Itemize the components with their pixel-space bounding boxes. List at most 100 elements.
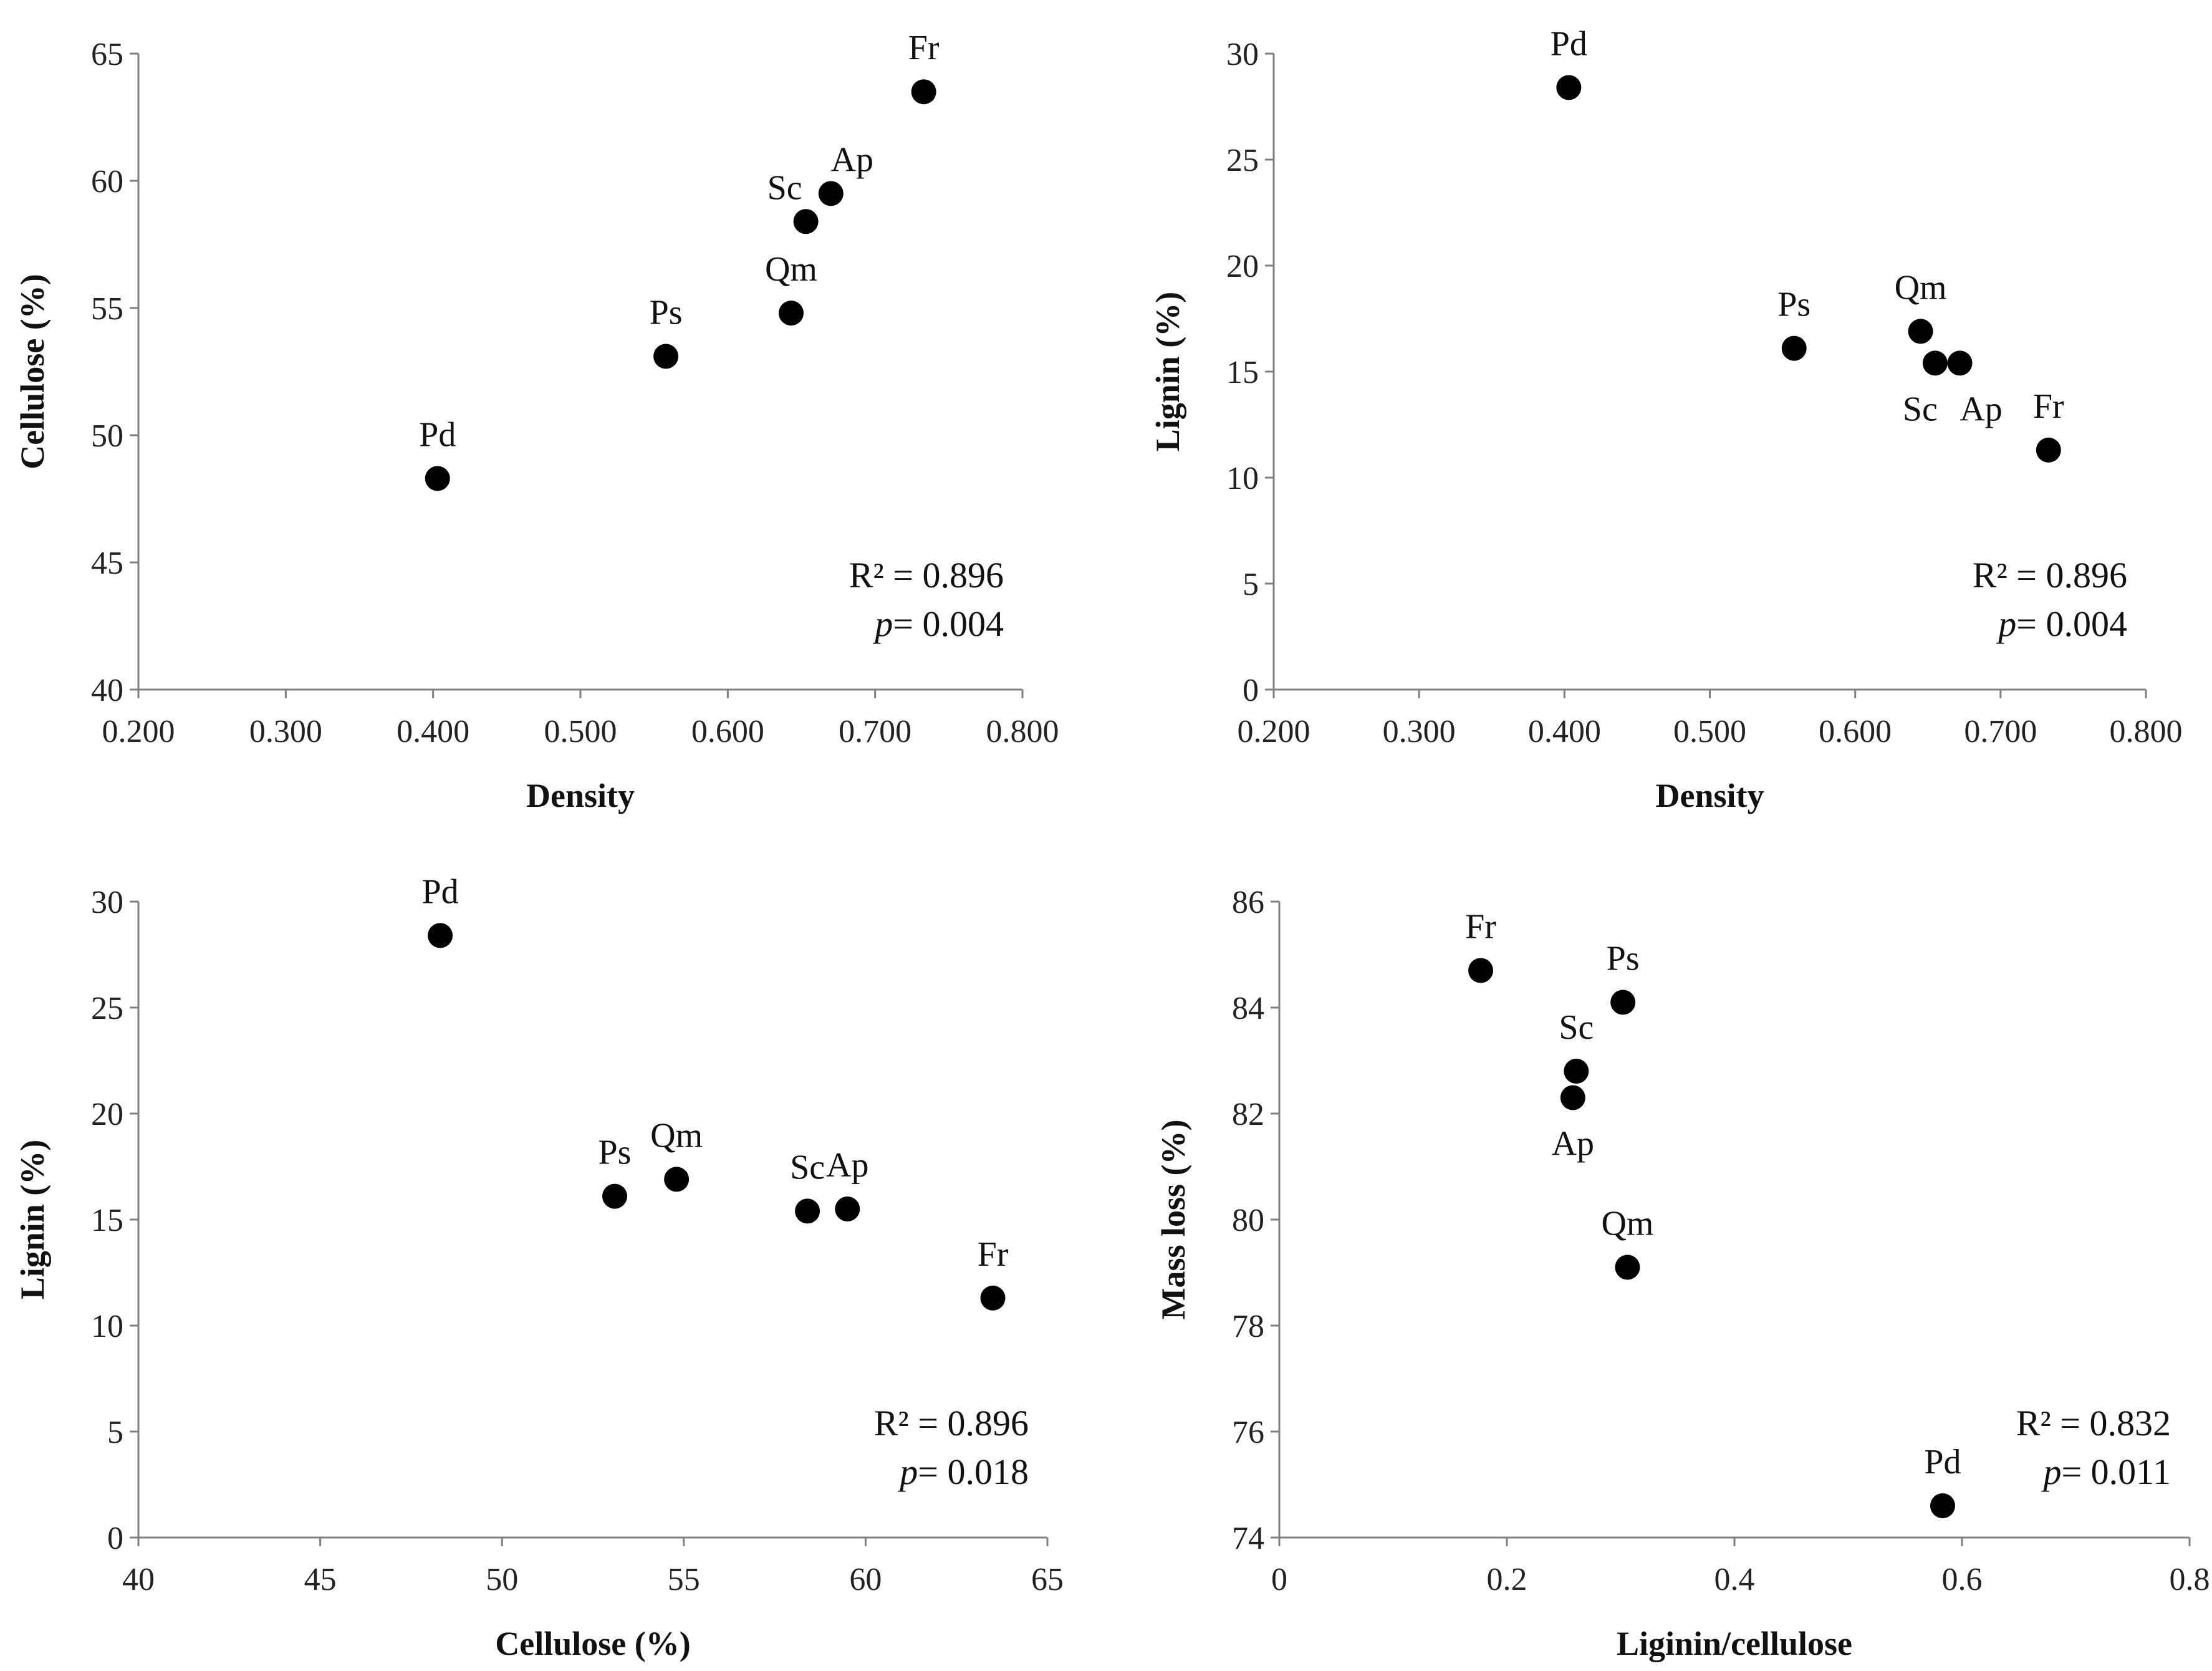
y-tick-label: 30 [1226, 37, 1259, 72]
point-label-ap: Ap [831, 140, 873, 179]
y-tick-label: 30 [91, 885, 123, 920]
x-tick-label: 0.600 [1819, 714, 1892, 749]
x-axis-title: Density [526, 777, 635, 814]
x-tick-label: 65 [1031, 1562, 1064, 1597]
y-tick-label: 60 [91, 164, 123, 200]
r-squared-label: R² = 0.896 [849, 555, 1004, 595]
y-axis-title: Lignin (%) [14, 1140, 51, 1300]
x-tick-label: 0.500 [1673, 714, 1746, 749]
point-label-pd: Pd [421, 872, 458, 911]
point-label-ps: Ps [599, 1134, 632, 1172]
data-point-ap [1560, 1085, 1585, 1110]
data-point-qm [1908, 319, 1933, 344]
y-tick-label: 55 [91, 291, 123, 327]
x-tick-label: 55 [668, 1562, 700, 1597]
data-point-fr [2036, 437, 2061, 463]
x-axis-title: Cellulose (%) [495, 1625, 690, 1662]
x-tick-label: 0.200 [102, 714, 175, 749]
y-tick-label: 5 [1243, 567, 1259, 602]
x-tick-label: 0.700 [1964, 714, 2037, 749]
x-tick-label: 0.200 [1238, 714, 1310, 749]
point-label-ap: Ap [1552, 1125, 1594, 1163]
point-label-pd: Pd [1551, 24, 1587, 63]
data-point-ap [835, 1197, 860, 1221]
point-label-sc: Sc [790, 1148, 825, 1187]
y-tick-label: 84 [1232, 991, 1264, 1026]
data-point-pd [1930, 1493, 1955, 1518]
point-label-ps: Ps [1607, 940, 1640, 978]
point-label-fr: Fr [978, 1235, 1009, 1274]
x-tick-label: 0.300 [1383, 714, 1456, 749]
y-tick-label: 0 [107, 1521, 123, 1556]
data-point-sc [1922, 350, 1948, 376]
point-label-sc: Sc [1559, 1008, 1594, 1047]
x-tick-label: 0.300 [249, 714, 322, 749]
data-point-ps [602, 1183, 627, 1209]
data-point-ap [1947, 350, 1973, 376]
y-tick-label: 40 [91, 673, 123, 708]
y-tick-label: 80 [1232, 1203, 1264, 1238]
r-squared-label: R² = 0.896 [874, 1403, 1029, 1443]
data-point-ap [818, 181, 844, 206]
data-point-pd [428, 923, 453, 948]
x-tick-label: 60 [849, 1562, 882, 1597]
x-tick-label: 0.400 [1528, 714, 1601, 749]
data-point-fr [1468, 958, 1494, 983]
x-tick-label: 0.800 [986, 714, 1059, 749]
y-tick-label: 45 [91, 546, 123, 581]
point-label-ap: Ap [1960, 390, 2002, 428]
x-tick-label: 0.600 [691, 714, 764, 749]
y-tick-label: 20 [1226, 249, 1259, 284]
point-label-qm: Qm [650, 1116, 703, 1155]
data-point-ps [1781, 335, 1807, 361]
data-point-ps [653, 344, 679, 369]
y-tick-label: 82 [1232, 1097, 1264, 1132]
y-tick-label: 15 [1226, 355, 1259, 390]
y-tick-label: 65 [91, 37, 123, 72]
chart-panel-3: 0 5 10 15 20 25 30 40 45 50 55 60 65 Cellulose (%) Lig… [14, 872, 1064, 1662]
x-tick-label: 0.2 [1487, 1562, 1527, 1597]
r-squared-label: R² = 0.896 [1973, 555, 2127, 595]
y-tick-label: 0 [1243, 673, 1259, 708]
point-label-qm: Qm [765, 250, 817, 289]
p-value-label: p= 0.018 [897, 1452, 1029, 1492]
p-value-label: p= 0.011 [2041, 1452, 2171, 1492]
data-point-sc [795, 1198, 820, 1224]
point-label-fr: Fr [908, 29, 940, 67]
x-tick-label: 0.4 [1714, 1562, 1755, 1597]
x-tick-label: 0.700 [839, 714, 911, 749]
r-squared-label: R² = 0.832 [2016, 1403, 2171, 1443]
y-tick-label: 74 [1232, 1521, 1264, 1556]
point-label-fr: Fr [1465, 908, 1496, 946]
point-label-fr: Fr [2033, 387, 2064, 426]
y-axis-title: Mass loss (%) [1155, 1120, 1192, 1320]
y-axis-title: Lignin (%) [1149, 292, 1186, 452]
data-point-pd [1556, 75, 1582, 100]
x-tick-label: 0.400 [397, 714, 469, 749]
chart-panel-2: 0 5 10 15 20 25 30 0.200 0.300 0.400 0.500 0.600 0.7… [1149, 24, 2183, 814]
point-label-ps: Ps [650, 294, 683, 332]
x-axis-title: Liginin/cellulose [1617, 1625, 1852, 1662]
data-point-fr [980, 1285, 1006, 1311]
data-point-qm [664, 1167, 690, 1192]
x-tick-label: 0 [1271, 1562, 1287, 1597]
p-value-label: p= 0.004 [872, 604, 1004, 644]
y-tick-label: 78 [1232, 1309, 1264, 1344]
p-value-label: p= 0.004 [1996, 604, 2127, 644]
y-tick-label: 10 [91, 1309, 123, 1344]
y-tick-label: 76 [1232, 1415, 1264, 1450]
y-tick-label: 25 [1226, 143, 1259, 178]
x-tick-label: 40 [122, 1562, 155, 1597]
data-point-qm [778, 301, 804, 326]
y-tick-label: 5 [107, 1415, 123, 1450]
chart-panel-1: 40 45 50 55 60 65 0.200 0.300 0.400 0.500 0.600 0.7… [14, 29, 1059, 814]
y-tick-label: 10 [1226, 461, 1259, 496]
x-tick-label: 50 [486, 1562, 518, 1597]
data-point-sc [793, 209, 819, 234]
point-label-qm: Qm [1601, 1205, 1653, 1243]
y-tick-label: 50 [91, 418, 123, 454]
x-tick-label: 0.500 [544, 714, 617, 749]
point-label-sc: Sc [767, 168, 802, 207]
